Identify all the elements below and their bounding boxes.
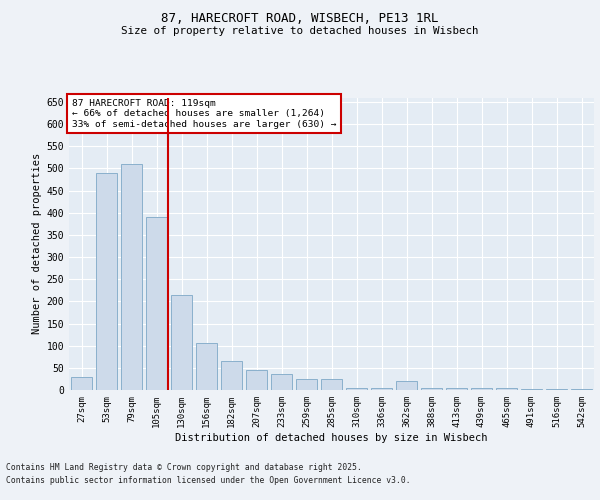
Text: 87, HARECROFT ROAD, WISBECH, PE13 1RL: 87, HARECROFT ROAD, WISBECH, PE13 1RL [161, 12, 439, 26]
Bar [96, 173, 117, 390]
Bar [146, 217, 167, 390]
Bar [496, 388, 517, 390]
Bar [571, 389, 592, 390]
Bar [346, 388, 367, 390]
Bar [196, 344, 217, 390]
Bar [471, 388, 492, 390]
Bar [446, 388, 467, 390]
Bar [296, 379, 317, 390]
Bar [246, 370, 267, 390]
Bar [171, 294, 192, 390]
Bar [321, 379, 342, 390]
Bar [546, 389, 567, 390]
Bar [421, 388, 442, 390]
Y-axis label: Number of detached properties: Number of detached properties [32, 153, 43, 334]
Text: Size of property relative to detached houses in Wisbech: Size of property relative to detached ho… [121, 26, 479, 36]
Bar [396, 381, 417, 390]
Bar [371, 388, 392, 390]
Bar [221, 361, 242, 390]
Bar [521, 389, 542, 390]
Bar [121, 164, 142, 390]
Text: 87 HARECROFT ROAD: 119sqm
← 66% of detached houses are smaller (1,264)
33% of se: 87 HARECROFT ROAD: 119sqm ← 66% of detac… [71, 99, 336, 129]
X-axis label: Distribution of detached houses by size in Wisbech: Distribution of detached houses by size … [175, 432, 488, 442]
Text: Contains HM Land Registry data © Crown copyright and database right 2025.: Contains HM Land Registry data © Crown c… [6, 462, 362, 471]
Bar [71, 376, 92, 390]
Bar [271, 374, 292, 390]
Text: Contains public sector information licensed under the Open Government Licence v3: Contains public sector information licen… [6, 476, 410, 485]
